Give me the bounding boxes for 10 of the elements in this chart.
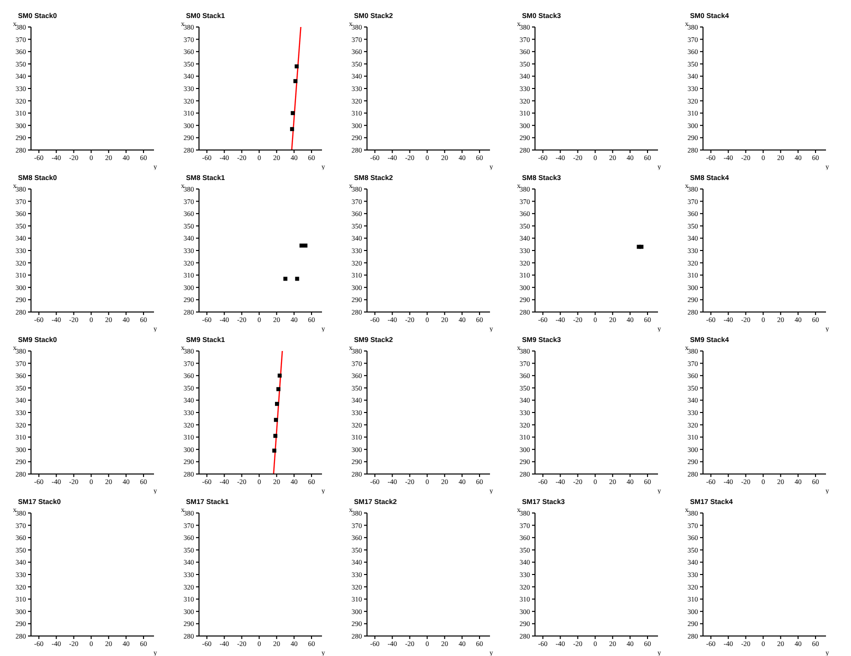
point bbox=[273, 434, 278, 438]
point bbox=[294, 64, 299, 68]
point bbox=[276, 387, 280, 392]
point bbox=[290, 111, 295, 116]
point bbox=[290, 127, 294, 132]
point bbox=[272, 448, 276, 453]
point bbox=[274, 402, 279, 406]
point bbox=[293, 79, 298, 84]
point bbox=[278, 374, 282, 378]
point bbox=[274, 418, 278, 422]
